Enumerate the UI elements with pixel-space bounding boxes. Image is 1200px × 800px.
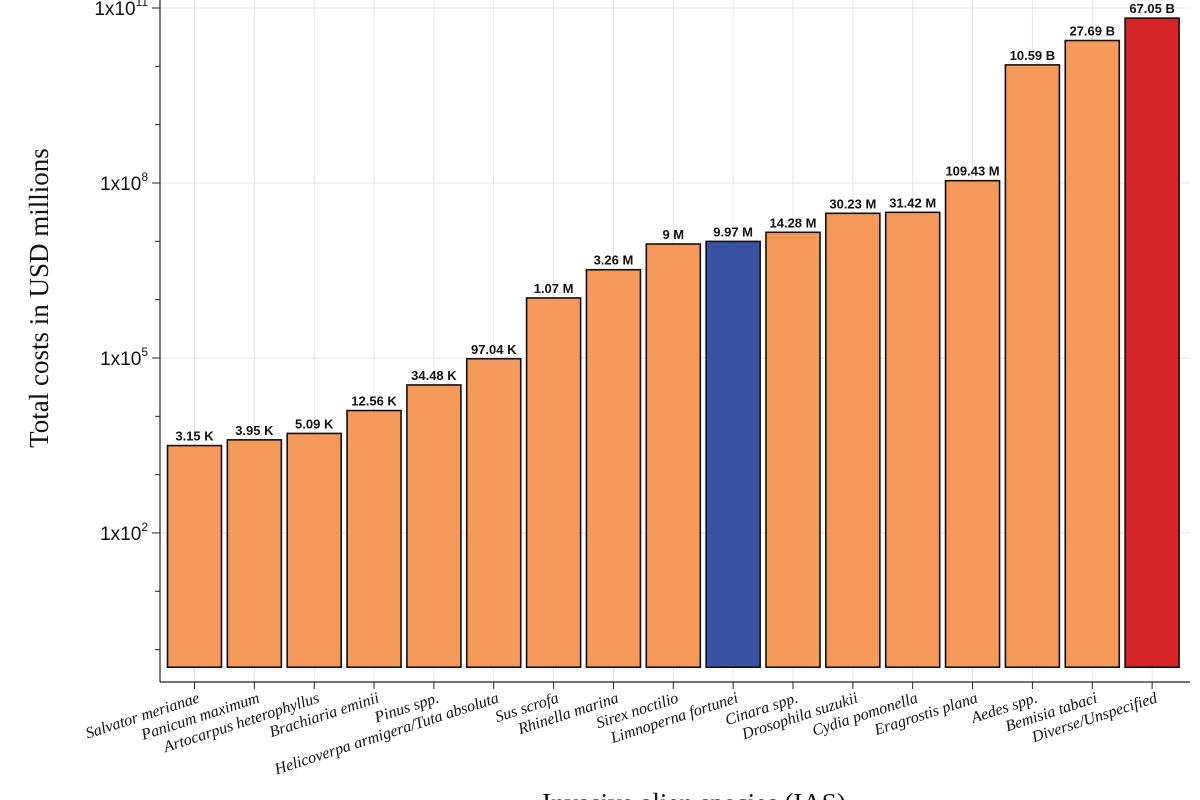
bar-value-label: 14.28 M [770,215,817,230]
y-tick-label: 1x108 [100,170,148,195]
bar-value-label: 10.59 B [1010,48,1056,63]
bar [765,231,821,668]
bar-value-label: 3.15 K [175,429,214,444]
y-axis-title: Total costs in USD millions [24,148,54,448]
bars-group [166,17,1180,668]
bar [944,179,1001,668]
bar-value-label: 5.09 K [295,416,334,431]
axes-group [152,0,1190,689]
bar-value-label: 31.42 M [889,195,936,210]
bar-value-label: 3.95 K [235,423,274,438]
bar-value-label: 12.56 K [351,394,397,409]
bar [525,297,582,668]
bar-value-label: 67.05 B [1129,1,1175,16]
bar [1004,64,1061,668]
bar [585,268,642,668]
bar [286,432,343,668]
bar-value-label: 1.07 M [534,281,574,296]
bar [645,243,702,668]
bar [884,211,941,668]
y-tick-label: 1x105 [100,345,148,370]
y-tick-label: 1x102 [100,520,148,545]
bar-value-label: 97.04 K [471,342,517,357]
bar-value-label: 30.23 M [829,196,876,211]
bar [1124,17,1180,668]
bar [226,439,283,668]
bar [705,240,761,668]
bar [465,357,522,668]
y-tick-labels: 1x102 1x105 1x108 1x1011 [94,0,148,545]
bar-value-label: 109.43 M [945,164,999,179]
bar-value-label: 34.48 K [411,368,457,383]
y-tick-label: 1x1011 [94,0,148,20]
bar-value-label: 27.69 B [1069,24,1115,39]
x-axis-title: Invasive alien species (IAS) [542,788,846,800]
bar [346,409,402,668]
bar-value-label: 9 M [662,227,684,242]
bar-value-label: 3.26 M [594,253,634,268]
bar [825,212,881,668]
bar [166,444,223,668]
value-labels-group: 3.15 K 3.95 K 5.09 K 12.56 K 34.48 K 97.04 K 1… [175,1,1175,443]
bar [406,384,462,668]
bar [1064,39,1121,668]
bar-value-label: 9.97 M [713,224,753,239]
